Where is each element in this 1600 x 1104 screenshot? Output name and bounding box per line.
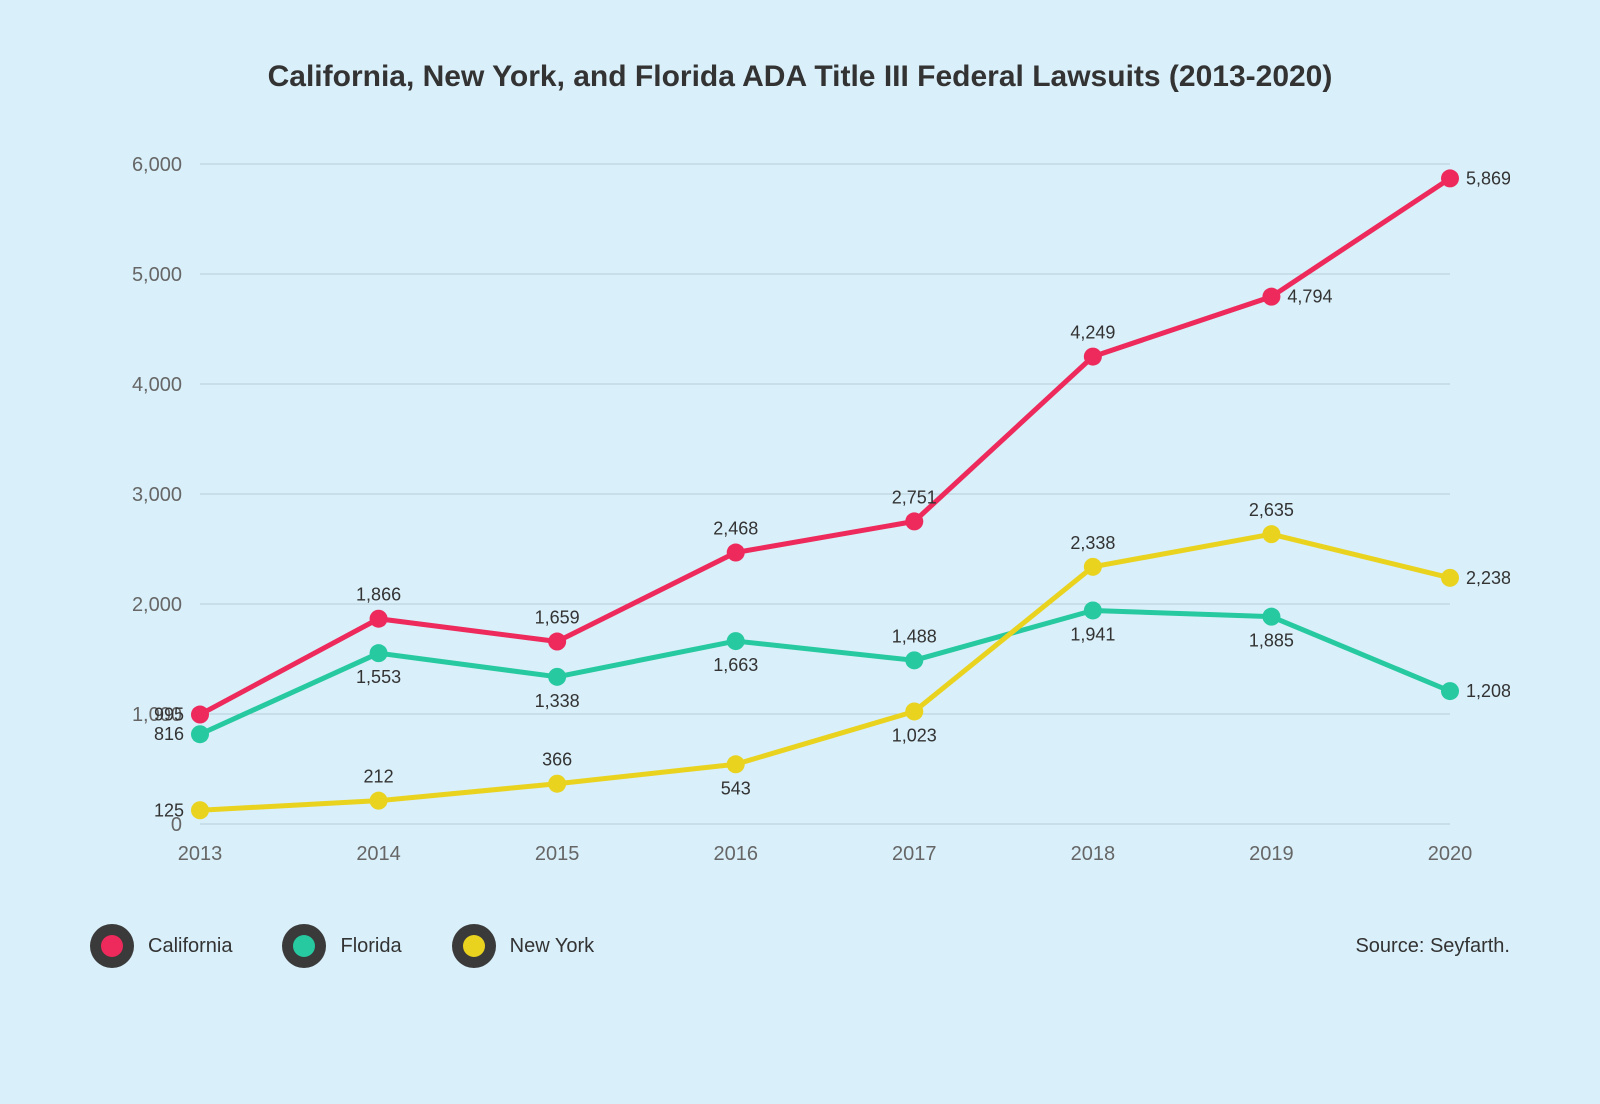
y-tick-label: 2,000 bbox=[132, 594, 182, 616]
series-marker bbox=[1262, 288, 1280, 306]
y-tick-label: 5,000 bbox=[132, 264, 182, 286]
chart-card: California, New York, and Florida ADA Ti… bbox=[0, 0, 1600, 1104]
data-label: 366 bbox=[542, 750, 572, 770]
series-marker bbox=[1084, 601, 1102, 619]
data-label: 1,553 bbox=[356, 667, 401, 687]
data-label: 1,208 bbox=[1466, 681, 1510, 701]
legend-label: New York bbox=[510, 935, 595, 958]
series-marker bbox=[727, 544, 745, 562]
y-tick-label: 3,000 bbox=[132, 484, 182, 506]
series-marker bbox=[1084, 558, 1102, 576]
y-tick-label: 6,000 bbox=[132, 154, 182, 176]
series-marker bbox=[370, 644, 388, 662]
x-tick-label: 2017 bbox=[892, 843, 937, 865]
data-label: 2,338 bbox=[1070, 533, 1115, 553]
x-tick-label: 2018 bbox=[1071, 843, 1116, 865]
data-label: 212 bbox=[364, 767, 394, 787]
x-tick-label: 2016 bbox=[713, 843, 758, 865]
legend-swatch bbox=[90, 924, 134, 968]
chart-plot-area: 01,0002,0003,0004,0005,0006,000201320142… bbox=[90, 134, 1510, 884]
series-marker bbox=[370, 610, 388, 628]
series-marker bbox=[1262, 608, 1280, 626]
data-label: 816 bbox=[154, 724, 184, 744]
series-marker bbox=[1084, 348, 1102, 366]
data-label: 1,023 bbox=[892, 725, 937, 745]
data-label: 5,869 bbox=[1466, 168, 1510, 188]
legend-swatch bbox=[282, 924, 326, 968]
line-chart-svg: 01,0002,0003,0004,0005,0006,000201320142… bbox=[90, 134, 1510, 884]
y-tick-label: 4,000 bbox=[132, 374, 182, 396]
series-marker bbox=[548, 633, 566, 651]
data-label: 995 bbox=[154, 705, 184, 725]
data-label: 2,238 bbox=[1466, 568, 1510, 588]
series-marker bbox=[548, 668, 566, 686]
legend-dot bbox=[101, 935, 123, 957]
series-marker bbox=[1441, 169, 1459, 187]
x-tick-label: 2015 bbox=[535, 843, 580, 865]
series-marker bbox=[727, 755, 745, 773]
series-marker bbox=[1441, 569, 1459, 587]
data-label: 1,659 bbox=[535, 608, 580, 628]
data-label: 1,663 bbox=[713, 655, 758, 675]
data-label: 543 bbox=[721, 778, 751, 798]
series-marker bbox=[1441, 682, 1459, 700]
data-label: 4,794 bbox=[1287, 287, 1332, 307]
data-label: 2,635 bbox=[1249, 500, 1294, 520]
series-marker bbox=[191, 706, 209, 724]
data-label: 1,488 bbox=[892, 626, 937, 646]
data-label: 2,751 bbox=[892, 487, 937, 507]
legend-item: Florida bbox=[282, 924, 401, 968]
data-label: 1,866 bbox=[356, 585, 401, 605]
x-tick-label: 2019 bbox=[1249, 843, 1294, 865]
data-label: 1,338 bbox=[535, 691, 580, 711]
series-marker bbox=[905, 651, 923, 669]
series-marker bbox=[370, 792, 388, 810]
data-label: 1,941 bbox=[1070, 624, 1115, 644]
x-tick-label: 2020 bbox=[1428, 843, 1473, 865]
series-marker bbox=[727, 632, 745, 650]
data-label: 2,468 bbox=[713, 519, 758, 539]
legend-swatch bbox=[452, 924, 496, 968]
chart-source: Source: Seyfarth. bbox=[1355, 935, 1510, 958]
series-marker bbox=[191, 725, 209, 743]
legend-item: California bbox=[90, 924, 232, 968]
series-marker bbox=[191, 801, 209, 819]
data-label: 125 bbox=[154, 800, 184, 820]
x-tick-label: 2013 bbox=[178, 843, 223, 865]
legend-label: California bbox=[148, 935, 232, 958]
data-label: 1,885 bbox=[1249, 631, 1294, 651]
legend-item: New York bbox=[452, 924, 595, 968]
legend-dot bbox=[463, 935, 485, 957]
chart-legend: California Florida New York bbox=[90, 924, 594, 968]
legend-dot bbox=[293, 935, 315, 957]
chart-title: California, New York, and Florida ADA Ti… bbox=[90, 60, 1510, 94]
series-marker bbox=[905, 512, 923, 530]
series-marker bbox=[905, 702, 923, 720]
data-label: 4,249 bbox=[1070, 323, 1115, 343]
x-tick-label: 2014 bbox=[356, 843, 401, 865]
legend-label: Florida bbox=[340, 935, 401, 958]
series-marker bbox=[1262, 525, 1280, 543]
chart-footer: California Florida New York Source: Seyfar… bbox=[90, 924, 1510, 968]
series-marker bbox=[548, 775, 566, 793]
